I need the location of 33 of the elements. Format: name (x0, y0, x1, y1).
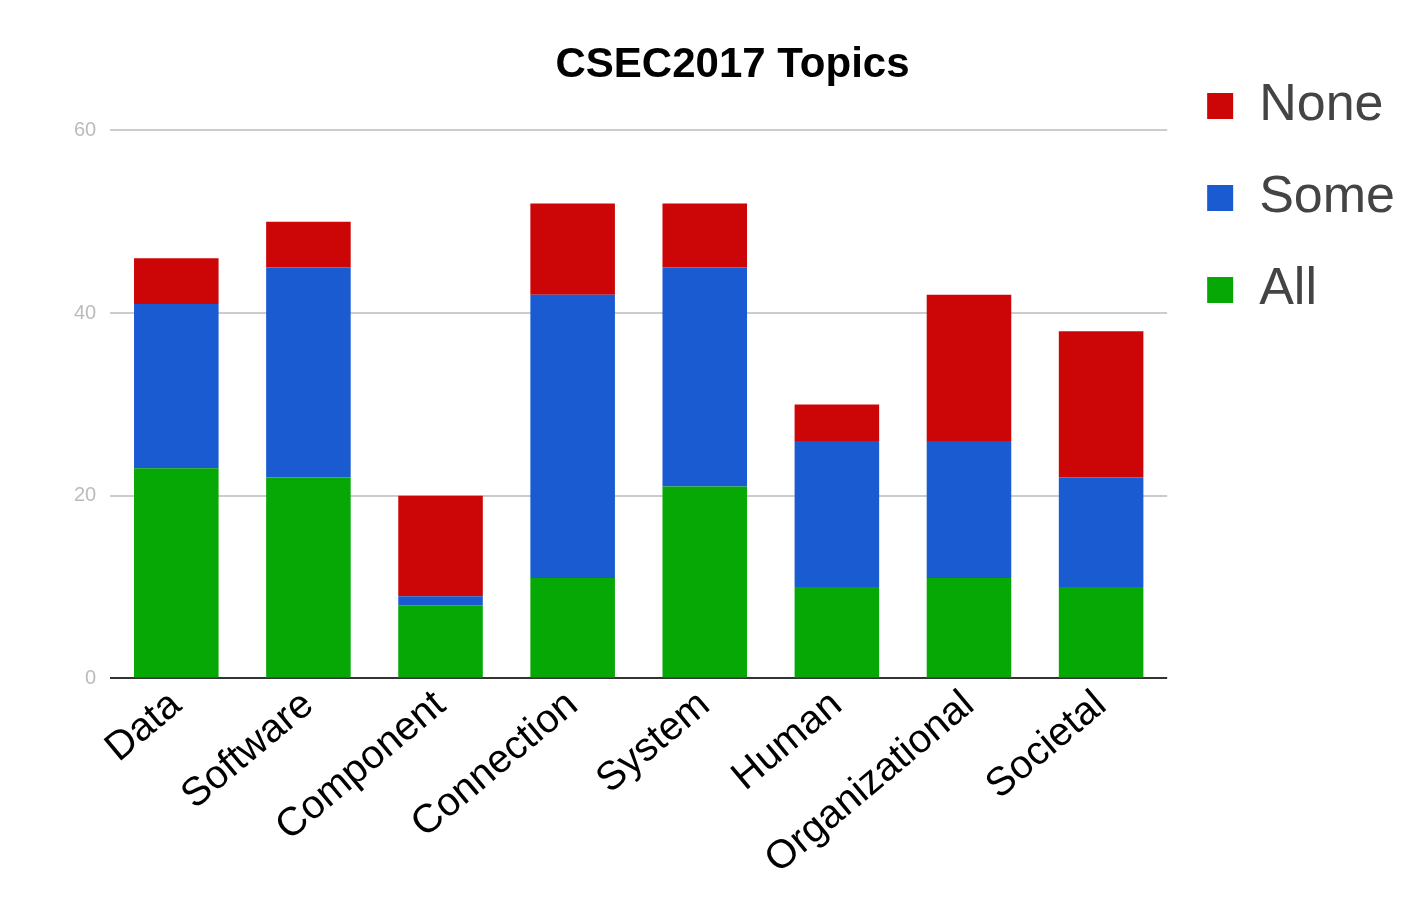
legend-label: All (1259, 257, 1317, 316)
legend-label: Some (1259, 165, 1395, 224)
bar (1058, 331, 1144, 478)
bar (266, 267, 351, 478)
bar (662, 486, 748, 678)
bar (1058, 587, 1144, 678)
x-tick-label: Data (95, 680, 190, 769)
y-tick-label: 0 (85, 665, 97, 688)
bar (530, 577, 615, 678)
bar (1058, 477, 1144, 588)
bar (266, 477, 351, 678)
bar (134, 468, 219, 678)
bar (926, 577, 1012, 678)
bar (134, 303, 219, 469)
bar (134, 258, 219, 304)
bar (794, 440, 880, 588)
y-tick-label: 20 (74, 483, 97, 506)
bar (398, 495, 483, 597)
bar (926, 294, 1012, 441)
bar (530, 294, 615, 578)
y-tick-label: 60 (74, 117, 97, 140)
bar (926, 440, 1012, 578)
bar (662, 203, 748, 268)
bar (794, 587, 880, 678)
bar (266, 221, 351, 268)
y-tick-label: 40 (74, 300, 97, 323)
chart-title: CSEC2017 Topics (555, 38, 910, 86)
legend-label: None (1259, 73, 1384, 132)
bar (398, 605, 483, 678)
bar (530, 203, 615, 295)
bar (662, 267, 748, 487)
bar (398, 596, 483, 606)
bar (794, 404, 880, 441)
